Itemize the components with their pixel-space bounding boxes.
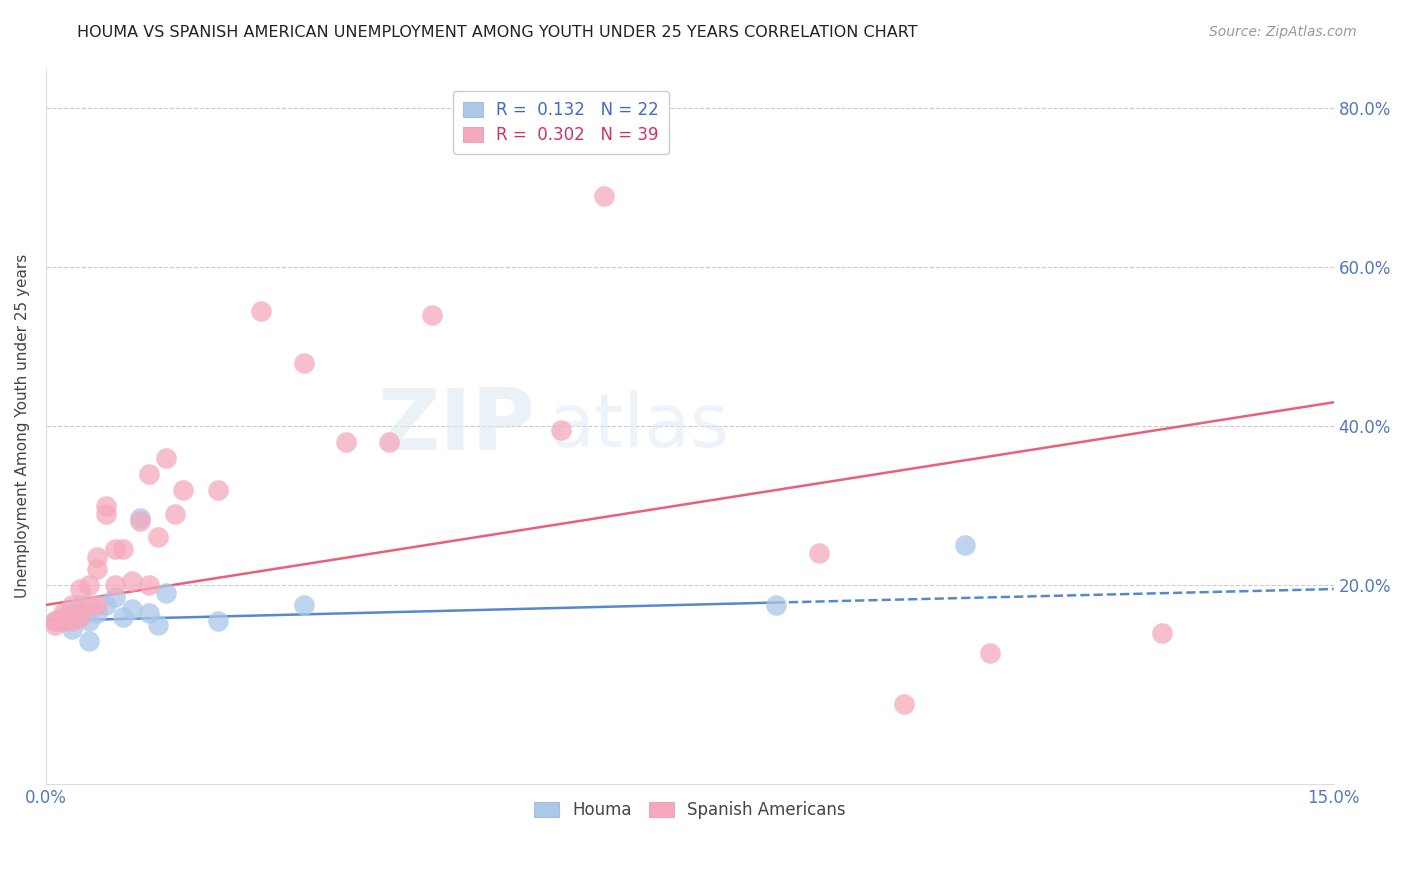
Text: atlas: atlas [548,390,730,463]
Legend: Houma, Spanish Americans: Houma, Spanish Americans [527,794,852,825]
Point [52,606,75,620]
Point [60,614,83,628]
Point [207,483,229,497]
Point [292,598,315,612]
Point [207,614,229,628]
Point [86,606,108,620]
Text: Source: ZipAtlas.com: Source: ZipAtlas.com [1209,25,1357,39]
Point [104,542,127,557]
Point [104,590,127,604]
Point [94,507,117,521]
Point [138,606,160,620]
Point [155,586,177,600]
Point [378,435,401,450]
Point [94,598,117,612]
Point [292,355,315,369]
Point [69,606,91,620]
Point [121,602,143,616]
Point [593,188,616,202]
Point [86,550,108,565]
Text: HOUMA VS SPANISH AMERICAN UNEMPLOYMENT AMONG YOUTH UNDER 25 YEARS CORRELATION CH: HOUMA VS SPANISH AMERICAN UNEMPLOYMENT A… [77,25,918,40]
Point [69,610,91,624]
Point [104,578,127,592]
Point [1150,625,1173,640]
Point [765,598,787,612]
Point [77,633,100,648]
Point [953,538,976,552]
Point [77,598,100,612]
Point [807,546,830,560]
Point [893,698,915,712]
Point [69,582,91,596]
Point [60,598,83,612]
Point [112,542,135,557]
Point [94,499,117,513]
Point [44,614,66,628]
Point [52,614,75,628]
Point [86,562,108,576]
Point [146,530,169,544]
Point [172,483,194,497]
Point [112,610,135,624]
Y-axis label: Unemployment Among Youth under 25 years: Unemployment Among Youth under 25 years [15,254,30,599]
Point [60,622,83,636]
Point [129,510,152,524]
Point [69,610,91,624]
Point [129,515,152,529]
Point [52,614,75,628]
Point [77,578,100,592]
Point [69,598,91,612]
Point [155,450,177,465]
Point [335,435,357,450]
Point [121,574,143,588]
Point [44,617,66,632]
Text: ZIP: ZIP [378,384,536,467]
Point [979,646,1001,660]
Point [420,308,443,322]
Point [550,423,572,437]
Point [86,598,108,612]
Point [60,606,83,620]
Point [138,467,160,481]
Point [77,614,100,628]
Point [44,614,66,628]
Point [249,304,271,318]
Point [146,617,169,632]
Point [52,610,75,624]
Point [163,507,186,521]
Point [138,578,160,592]
